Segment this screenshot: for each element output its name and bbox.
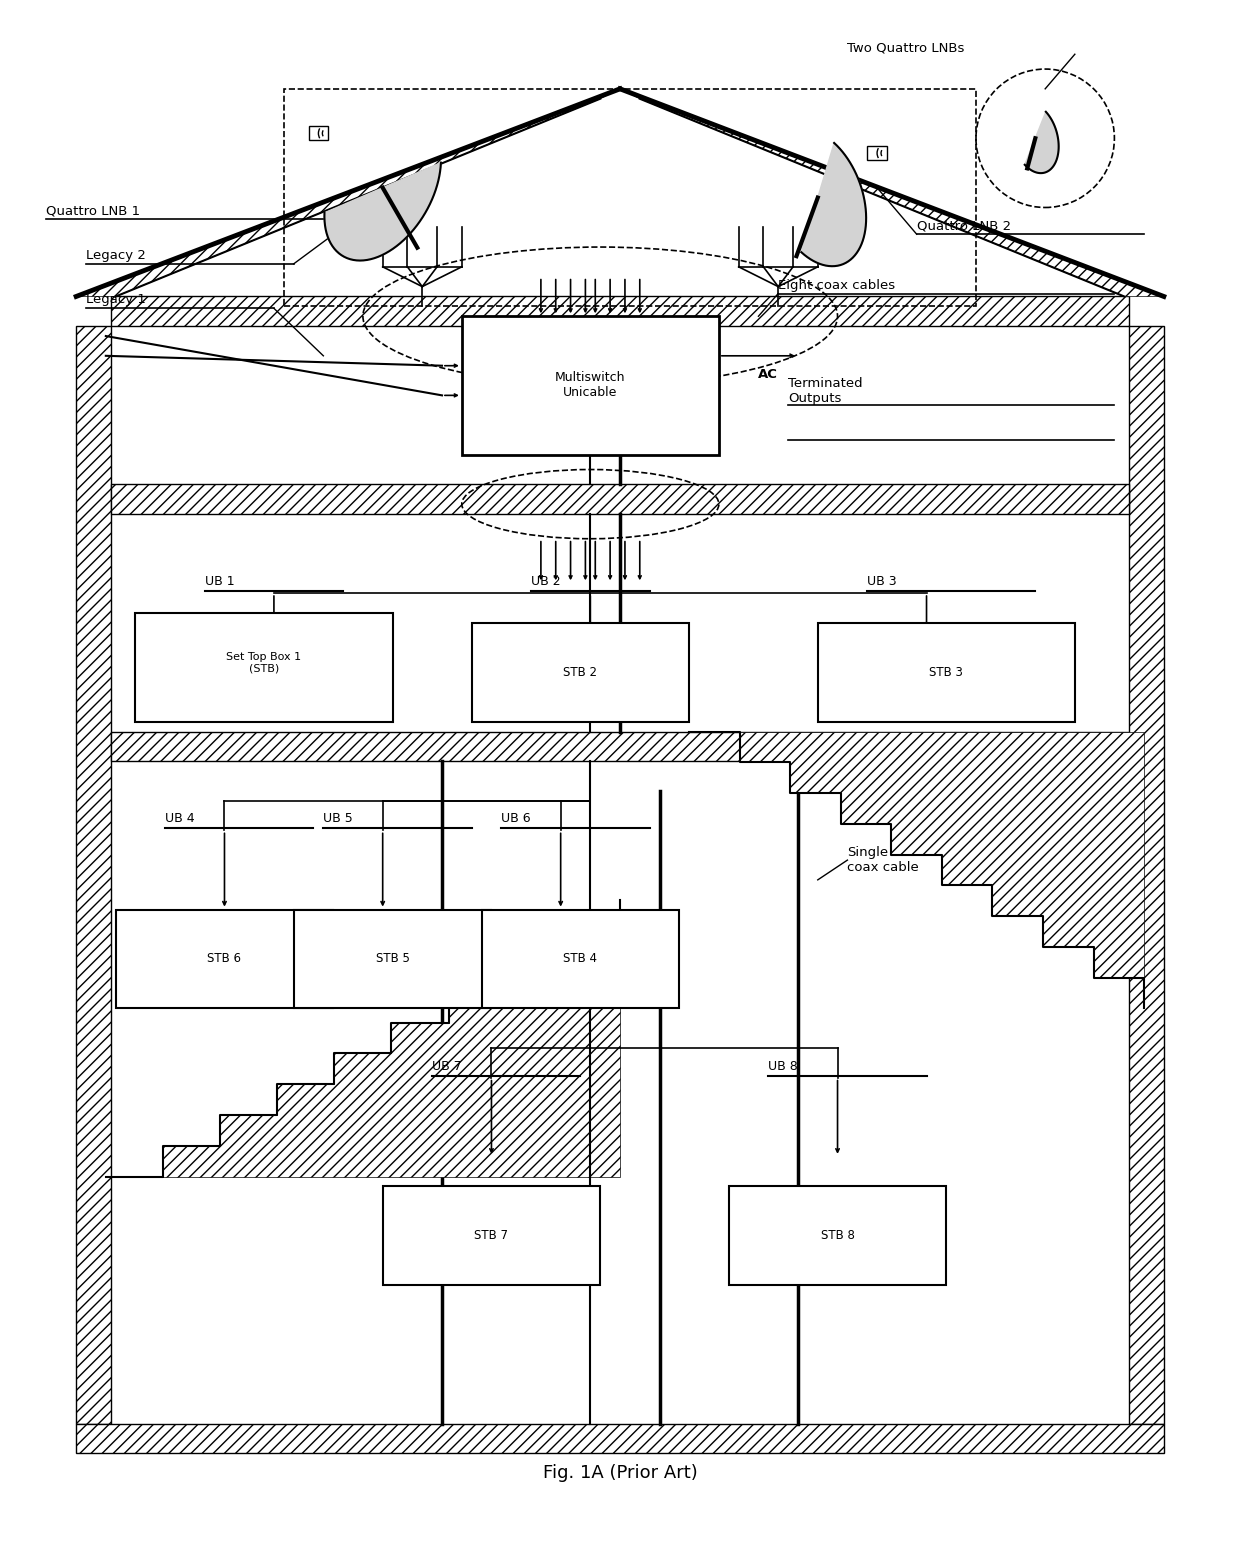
Text: STB 4: STB 4 [563,952,598,965]
Text: STB 6: STB 6 [207,952,242,965]
Polygon shape [1024,112,1059,173]
Polygon shape [689,732,1145,1008]
Bar [76,1424,1164,1453]
Bar [110,732,1130,762]
Polygon shape [76,89,620,297]
Text: Multiswitch
Unicable: Multiswitch Unicable [556,372,626,400]
Bar [294,910,491,1008]
Text: Legacy 2: Legacy 2 [86,248,146,262]
Text: STB 3: STB 3 [929,665,963,679]
Bar [481,910,680,1008]
Bar [135,613,393,721]
Text: STB 5: STB 5 [376,952,409,965]
Bar [817,623,1075,721]
Polygon shape [325,162,441,261]
Bar [461,317,719,454]
Bar [1130,326,1164,1424]
Text: Quattro LNB 2: Quattro LNB 2 [916,219,1011,233]
Text: UB 6: UB 6 [501,812,531,826]
Bar [110,297,1130,326]
Bar [76,326,110,1424]
Text: UB 2: UB 2 [531,574,560,588]
Text: Two Quattro LNBs: Two Quattro LNBs [847,41,965,55]
Text: Eight coax cables: Eight coax cables [779,278,895,292]
Text: UB 5: UB 5 [324,812,353,826]
Text: Fig. 1A (Prior Art): Fig. 1A (Prior Art) [543,1464,697,1481]
Text: STB 7: STB 7 [475,1230,508,1243]
Text: Terminated
Outputs: Terminated Outputs [789,378,863,406]
Text: STB 2: STB 2 [563,665,598,679]
Bar [309,126,329,140]
Text: UB 7: UB 7 [432,1060,461,1072]
Text: STB 8: STB 8 [821,1230,854,1243]
Text: Legacy 1: Legacy 1 [86,293,146,306]
Text: UB 8: UB 8 [769,1060,799,1072]
Text: Single
coax cable: Single coax cable [847,846,919,874]
Polygon shape [105,899,620,1177]
Text: UB 3: UB 3 [867,574,897,588]
Polygon shape [801,144,867,267]
Bar [110,484,1130,514]
Text: UB 4: UB 4 [165,812,195,826]
Bar [867,147,887,161]
Polygon shape [620,89,1164,297]
Text: Quattro LNB 1: Quattro LNB 1 [46,204,140,217]
Bar [383,1186,600,1285]
Text: Set Top Box 1
(STB): Set Top Box 1 (STB) [227,651,301,673]
Bar [471,623,689,721]
Text: AC: AC [759,367,779,381]
Text: UB 1: UB 1 [205,574,234,588]
Bar [115,910,334,1008]
Bar [729,1186,946,1285]
